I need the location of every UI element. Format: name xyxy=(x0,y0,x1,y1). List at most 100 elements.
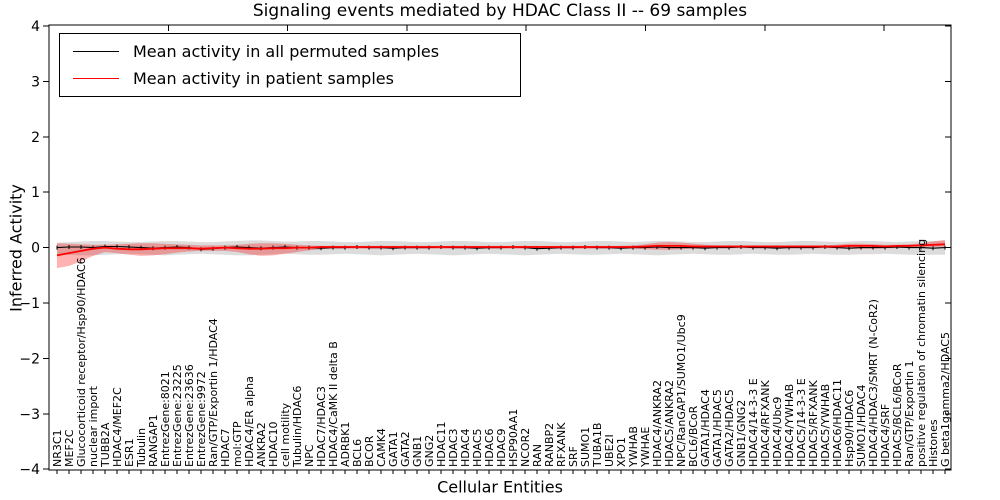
y-axis-ticks: −4 −3 −2 −1 0 1 2 3 4 xyxy=(19,19,951,478)
x-tick-label: Tubulin/HDAC6 xyxy=(291,386,304,468)
x-tick-label: HDAC7 xyxy=(219,428,232,467)
x-tick-label: positive regulation of chromatin silenci… xyxy=(915,239,928,467)
x-tick-label: GATA1/HDAC5 xyxy=(711,389,724,467)
y-tick-label: 2 xyxy=(31,130,40,146)
x-axis-label: Cellular Entities xyxy=(437,477,563,497)
y-tick-label: 3 xyxy=(31,74,40,90)
x-tick-label: GATA2/HDAC5 xyxy=(723,389,736,467)
y-tick-label: 1 xyxy=(31,185,40,201)
legend-item-patient: Mean activity in patient samples xyxy=(73,66,520,92)
legend-item-permuted: Mean activity in all permuted samples xyxy=(73,39,520,65)
x-tick-label: Hsp90/HDAC6 xyxy=(843,390,856,467)
x-tick-label: TUBB2A xyxy=(99,422,112,468)
x-tick-label: SUMO1/HDAC4 xyxy=(855,385,868,467)
x-tick-label: RANGAP1 xyxy=(147,414,160,467)
x-tick-label: HDAC10 xyxy=(267,421,280,467)
x-tick-label: RAN xyxy=(531,444,544,467)
x-tick-label: ESR1 xyxy=(123,438,136,467)
x-tick-label: GNB1 xyxy=(411,436,424,467)
legend: Mean activity in all permuted samples Me… xyxy=(59,33,521,97)
x-tick-label: SRF xyxy=(567,446,580,467)
x-tick-label: GATA1/HDAC4 xyxy=(699,389,712,467)
x-tick-label: EntrezGene:9972 xyxy=(195,371,208,467)
x-tick-label: SUMO1 xyxy=(579,427,592,467)
y-tick-label: 0 xyxy=(31,241,40,257)
x-tick-label: HDAC4/CaMK II delta B xyxy=(327,341,340,467)
x-tick-label: BCL6/BCoR xyxy=(687,405,700,467)
x-tick-label: YWHAE xyxy=(639,427,652,468)
x-tick-label: EntrezGene:23636 xyxy=(183,364,196,467)
x-tick-label: RFXANK xyxy=(555,422,568,467)
x-tick-label: UBE2I xyxy=(603,434,616,467)
x-tick-label: EntrezGene:8021 xyxy=(159,371,172,467)
patient-line-sample-icon xyxy=(73,78,119,79)
x-tick-label: GATA1 xyxy=(387,431,400,467)
x-tick-label: HDAC4/YWHAB xyxy=(783,384,796,467)
x-tick-label: HDAC3 xyxy=(447,428,460,467)
x-tick-label: HDAC5/BCL6/BCoR xyxy=(891,363,904,467)
x-tick-label: ANKRA2 xyxy=(255,422,268,467)
x-tick-label: CAMK4 xyxy=(375,428,388,467)
y-tick-label: −3 xyxy=(19,407,40,423)
permuted-line-sample-icon xyxy=(73,51,119,52)
x-tick-label: HDAC4 xyxy=(459,428,472,467)
x-tick-label: G beta1gamma2/HDAC5 xyxy=(939,332,952,467)
x-tick-label: NCOR2 xyxy=(519,428,532,467)
x-tick-label: MEF2C xyxy=(63,429,76,467)
x-tick-label: HDAC7/HDAC3 xyxy=(315,386,328,467)
x-tick-label: HSP90AA1 xyxy=(507,409,520,467)
x-tick-label: YWHAB xyxy=(627,426,640,468)
x-tick-label: NPC/RanGAP1/SUMO1/Ubc9 xyxy=(675,314,688,467)
x-tick-label: HDAC5 xyxy=(471,428,484,467)
x-tick-label: HDAC4/SRF xyxy=(879,404,892,467)
x-tick-label: HDAC6 xyxy=(483,428,496,467)
y-axis-label: Inferred Activity xyxy=(6,184,26,312)
legend-label: Mean activity in patient samples xyxy=(133,68,394,88)
x-tick-label: HDAC6/HDAC11 xyxy=(831,379,844,467)
x-tick-label: Glucocorticoid receptor/Hsp90/HDAC6 xyxy=(75,257,88,467)
x-tick-label: HDAC4/HDAC3/SMRT (N-CoR2) xyxy=(867,299,880,467)
x-tick-label: HDAC4/RFXANK xyxy=(759,379,772,467)
x-tick-label: HDAC4/ER alpha xyxy=(243,376,256,467)
x-tick-label: HDAC4/Ubc9 xyxy=(771,397,784,467)
x-tick-label: NR3C1 xyxy=(51,429,64,467)
x-tick-label: XPO1 xyxy=(615,437,628,467)
patient-mean-line xyxy=(56,243,946,257)
x-tick-label: HDAC5/14-3-3 E xyxy=(795,378,808,467)
y-tick-label: −4 xyxy=(19,462,40,478)
x-tick-label: RANBP2 xyxy=(543,423,556,467)
x-tick-label: GNB1/GNG2 xyxy=(735,400,748,467)
x-tick-labels: NR3C1 MEF2C Glucocorticoid receptor/Hsp90/… xyxy=(51,239,952,468)
x-tick-label: HDAC5/YWHAB xyxy=(819,384,832,467)
x-tick-label: GNG2 xyxy=(423,435,436,467)
x-tick-label: Tubulin xyxy=(135,428,148,468)
legend-label: Mean activity in all permuted samples xyxy=(133,41,440,61)
x-tick-label: HDAC4/ANKRA2 xyxy=(651,380,664,467)
x-tick-label: nuclear import xyxy=(87,385,100,467)
x-tick-label: HDAC5/RFXANK xyxy=(807,379,820,467)
chart-title: Signaling events mediated by HDAC Class … xyxy=(252,1,748,21)
x-tick-label: BCL6 xyxy=(351,439,364,467)
x-tick-label: HDAC9 xyxy=(495,428,508,467)
y-tick-label: −2 xyxy=(19,351,40,367)
x-tick-label: Ran/GTP/Exportin 1/HDAC4 xyxy=(207,318,220,467)
x-axis-ticks xyxy=(56,25,946,474)
x-tick-label: EntrezGene:23225 xyxy=(171,364,184,467)
x-tick-label: HDAC4/14-3-3 E xyxy=(747,378,760,467)
x-tick-label: cell motility xyxy=(279,402,292,467)
x-tick-label: Ran/GTP/Exportin 1 xyxy=(903,360,916,467)
x-tick-label: mol:GTP xyxy=(231,421,244,467)
x-tick-label: NPC xyxy=(303,444,316,467)
x-tick-label: HDAC4/MEF2C xyxy=(111,387,124,467)
x-tick-label: GATA2 xyxy=(399,431,412,467)
x-tick-label: ADRBK1 xyxy=(339,422,352,467)
x-tick-label: Histones xyxy=(927,419,940,467)
x-tick-label: HDAC5/ANKRA2 xyxy=(663,380,676,467)
x-tick-label: HDAC11 xyxy=(435,421,448,467)
y-tick-label: 4 xyxy=(31,19,40,35)
x-tick-label: BCOR xyxy=(363,435,376,467)
x-tick-label: TUBA1B xyxy=(591,423,604,468)
y-tick-label: −1 xyxy=(19,296,40,312)
